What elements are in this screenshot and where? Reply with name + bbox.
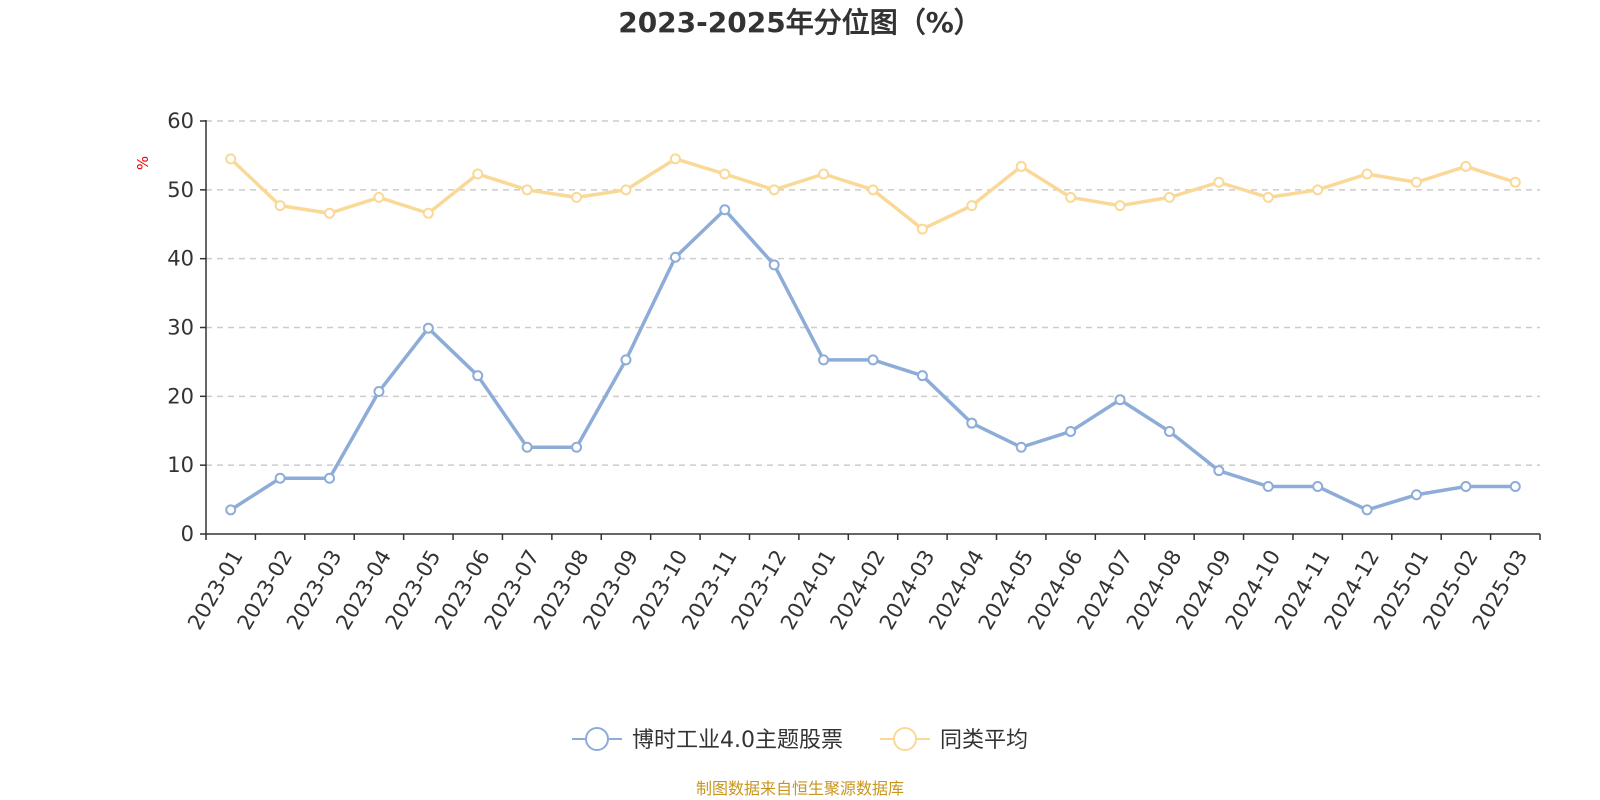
series-1-point-18 — [1114, 200, 1126, 212]
legend-label-1[interactable]: 同类平均 — [940, 728, 1028, 753]
series-1-point-26 — [1509, 176, 1521, 188]
series-0-point-25 — [1460, 481, 1472, 493]
series-0-point-8 — [620, 354, 632, 366]
legend-marker-1 — [893, 727, 917, 751]
series-1-point-20 — [1213, 176, 1225, 188]
series-0-point-4 — [422, 322, 434, 334]
series-0-point-10 — [719, 204, 731, 216]
series-0-point-23 — [1361, 504, 1373, 516]
series-1-point-7 — [571, 191, 583, 203]
series-1-point-17 — [1065, 191, 1077, 203]
chart-title: 2023-2025年分位图（%） — [618, 6, 982, 39]
grid-lines — [206, 120, 1540, 466]
axes: 01020304050602023-012023-022023-032023-0… — [167, 109, 1541, 634]
y-tick-label-2: 20 — [167, 384, 194, 408]
series-0-point-14 — [916, 370, 928, 382]
series-0-point-2 — [324, 472, 336, 484]
series-0-point-6 — [521, 441, 533, 453]
series-1-point-21 — [1262, 191, 1274, 203]
series-0-point-11 — [768, 259, 780, 271]
series-1-point-0 — [225, 153, 237, 165]
series-0-point-17 — [1065, 425, 1077, 437]
series-1-point-1 — [274, 200, 286, 212]
y-tick-label-4: 40 — [167, 247, 194, 271]
legend-label-0[interactable]: 博时工业4.0主题股票 — [632, 728, 843, 753]
series-1-point-19 — [1163, 191, 1175, 203]
series-1-point-24 — [1410, 176, 1422, 188]
series-0-point-22 — [1312, 481, 1324, 493]
series-1-point-25 — [1460, 160, 1472, 172]
series-0-point-21 — [1262, 481, 1274, 493]
series-0-point-20 — [1213, 465, 1225, 477]
y-tick-label-0: 0 — [181, 522, 194, 546]
series-1-point-10 — [719, 168, 731, 180]
series-1-point-5 — [472, 168, 484, 180]
series-0-point-15 — [966, 417, 978, 429]
y-tick-label-1: 10 — [167, 453, 194, 477]
series-0-point-1 — [274, 472, 286, 484]
series-1-point-3 — [373, 191, 385, 203]
y-tick-label-3: 30 — [167, 316, 194, 340]
series-0-point-5 — [472, 370, 484, 382]
series-1-point-15 — [966, 200, 978, 212]
series-0-point-16 — [1015, 441, 1027, 453]
series-1-point-9 — [669, 153, 681, 165]
series-1-point-12 — [818, 168, 830, 180]
legend: 博时工业4.0主题股票 同类平均 — [572, 727, 1028, 753]
series-0-point-18 — [1114, 394, 1126, 406]
series-0-point-24 — [1410, 489, 1422, 501]
series-0-point-7 — [571, 441, 583, 453]
series-0-point-19 — [1163, 425, 1175, 437]
series-0-point-0 — [225, 504, 237, 516]
series-0-point-12 — [818, 354, 830, 366]
series-1-point-16 — [1015, 160, 1027, 172]
series-0-point-3 — [373, 386, 385, 398]
legend-marker-0 — [585, 727, 609, 751]
series-0-point-9 — [669, 251, 681, 263]
y-axis-unit-label: % — [134, 156, 152, 170]
series-1-point-23 — [1361, 168, 1373, 180]
series-0-point-13 — [867, 354, 879, 366]
y-tick-label-5: 50 — [167, 178, 194, 202]
series-1-point-22 — [1312, 184, 1324, 196]
series-1-point-8 — [620, 184, 632, 196]
series-1-point-13 — [867, 184, 879, 196]
data-source-note: 制图数据来自恒生聚源数据库 — [696, 779, 904, 798]
series-1-point-6 — [521, 184, 533, 196]
series-1-point-2 — [324, 207, 336, 219]
series-1-point-14 — [916, 223, 928, 235]
series-lines — [225, 153, 1521, 516]
y-tick-label-6: 60 — [167, 109, 194, 133]
series-1-point-4 — [422, 207, 434, 219]
series-1-point-11 — [768, 184, 780, 196]
series-0-point-26 — [1509, 481, 1521, 493]
